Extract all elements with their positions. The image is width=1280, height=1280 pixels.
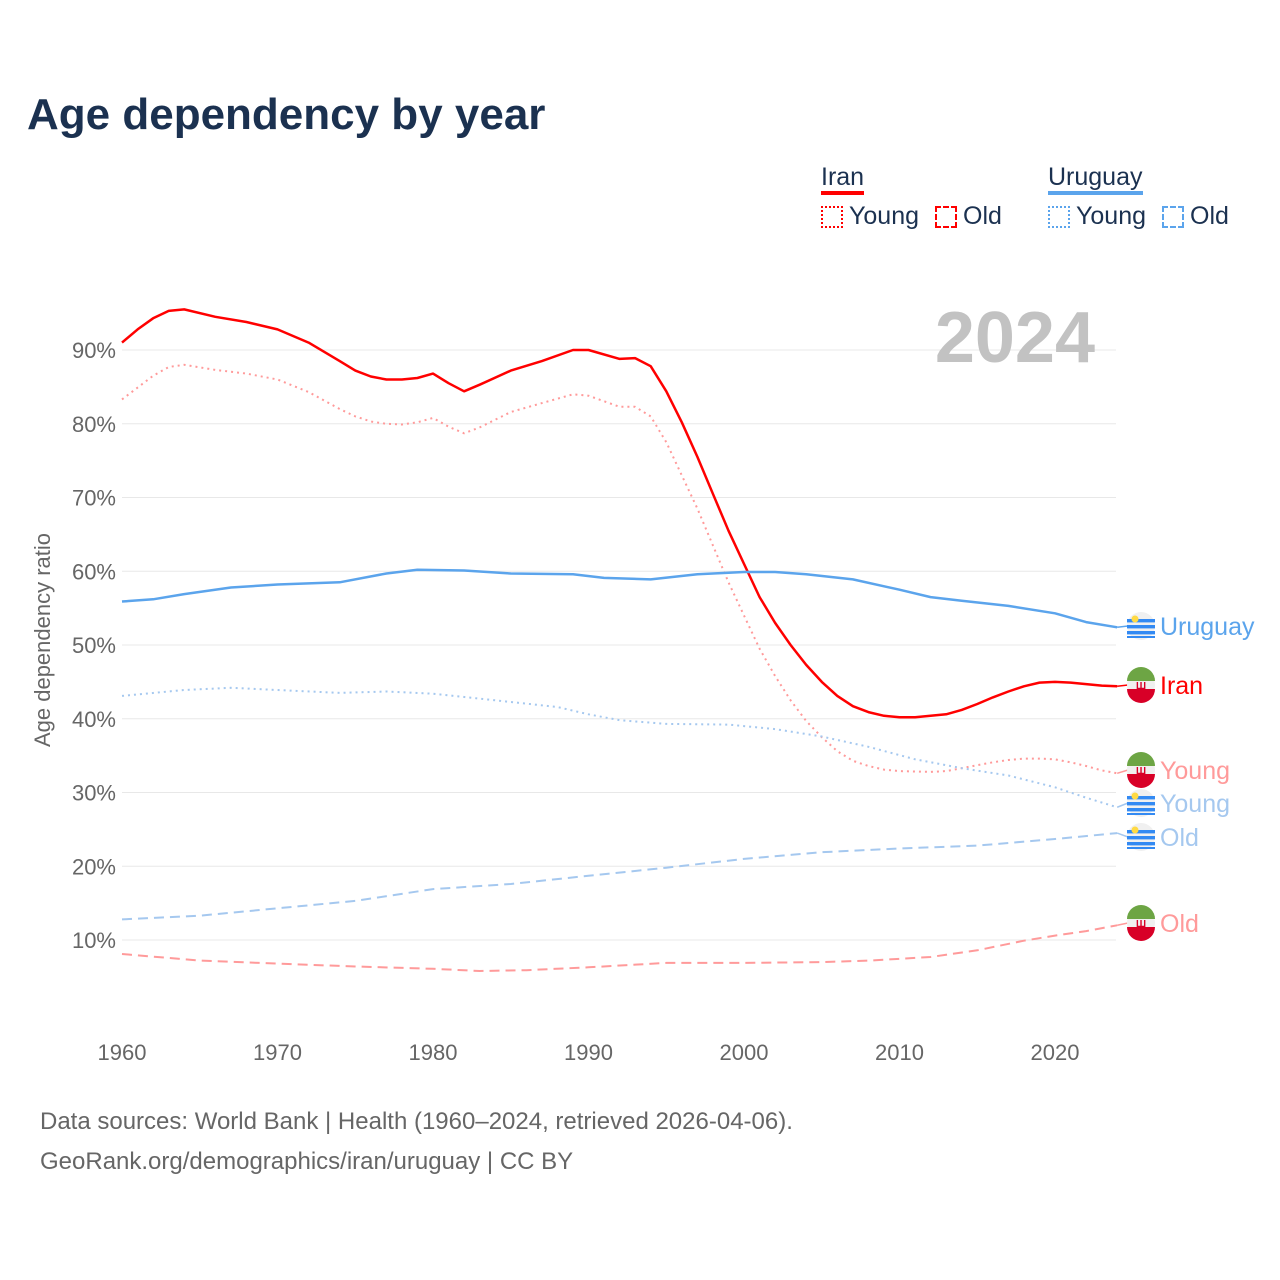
dotted-swatch-icon xyxy=(821,206,843,228)
legend-uruguay-old[interactable]: Old xyxy=(1190,202,1229,230)
flag-green-band xyxy=(1127,752,1155,766)
leader-line xyxy=(1116,769,1129,775)
end-label-iran: Iran xyxy=(1160,672,1203,700)
flag-emblem: Ш xyxy=(1136,681,1146,692)
legend-uruguay-header[interactable]: Uruguay xyxy=(1048,163,1143,195)
end-label-uruguay: Uruguay xyxy=(1160,613,1255,641)
y-tick-label: 40% xyxy=(72,707,116,732)
series-line-iran-young xyxy=(121,363,1118,775)
x-tick-label: 2010 xyxy=(875,1040,924,1065)
flag-red-band xyxy=(1127,689,1155,703)
series-line-iran-old xyxy=(121,924,1118,972)
flag-stripe xyxy=(1127,830,1155,834)
flag-red-band xyxy=(1127,774,1155,788)
flag-stripe xyxy=(1127,802,1155,806)
source-url[interactable]: GeoRank.org/demographics/iran/uruguay | … xyxy=(40,1148,574,1175)
flag-stripe xyxy=(1127,796,1155,800)
dotted-swatch-icon xyxy=(1048,206,1070,228)
end-label-iran-young: Young xyxy=(1160,757,1230,785)
source-text: Data sources: World Bank | Health (1960–… xyxy=(40,1108,793,1135)
year-indicator: 2024 xyxy=(935,298,1095,378)
legend-iran-old[interactable]: Old xyxy=(963,202,1002,230)
series-line-iran xyxy=(121,308,1118,719)
legend-group-uruguay: Uruguay Young Old xyxy=(1048,162,1229,231)
y-tick-label: 60% xyxy=(72,559,116,584)
y-tick-label: 10% xyxy=(72,928,116,953)
series-line-uruguay-young xyxy=(121,686,1118,809)
x-tick-label: 1960 xyxy=(98,1040,147,1065)
y-tick-label: 70% xyxy=(72,486,116,511)
y-tick-label: 50% xyxy=(72,633,116,658)
y-tick-label: 90% xyxy=(72,338,116,363)
leader-line xyxy=(1116,802,1129,808)
flag-green-band xyxy=(1127,667,1155,681)
y-tick-label: 80% xyxy=(72,412,116,437)
end-label-uruguay-young: Young xyxy=(1160,790,1230,818)
x-tick-label: 2000 xyxy=(720,1040,769,1065)
x-tick-label: 1970 xyxy=(253,1040,302,1065)
end-label-uruguay-old: Old xyxy=(1160,824,1199,852)
x-tick-label: 1980 xyxy=(409,1040,458,1065)
flag-emblem: Ш xyxy=(1136,919,1146,930)
legend-iran-header[interactable]: Iran xyxy=(821,163,865,195)
series-line-uruguay xyxy=(121,568,1118,629)
flag-sun xyxy=(1131,826,1139,834)
y-tick-label: 20% xyxy=(72,854,116,879)
flag-sun xyxy=(1131,792,1139,800)
dashed-swatch-icon xyxy=(1162,206,1184,228)
leader-line xyxy=(1117,684,1129,688)
flag-stripe xyxy=(1127,813,1155,815)
end-label-iran-old: Old xyxy=(1160,910,1199,938)
flag-stripe xyxy=(1127,847,1155,849)
chart-title: Age dependency by year xyxy=(27,90,546,139)
flag-stripe xyxy=(1127,836,1155,840)
flag-red-band xyxy=(1127,927,1155,941)
flag-emblem: Ш xyxy=(1136,766,1146,777)
flag-stripe xyxy=(1127,808,1155,812)
flag-stripe xyxy=(1127,842,1155,846)
flag-green-band xyxy=(1127,905,1155,919)
leader-line xyxy=(1117,625,1129,629)
flag-stripe xyxy=(1127,636,1155,638)
x-tick-label: 1990 xyxy=(564,1040,613,1065)
dashed-swatch-icon xyxy=(935,206,957,228)
flag-sun xyxy=(1131,615,1139,623)
legend-uruguay-young[interactable]: Young xyxy=(1076,202,1146,230)
y-axis-label: Age dependency ratio xyxy=(30,533,55,747)
series-line-uruguay-old xyxy=(121,832,1118,921)
y-tick-label: 30% xyxy=(72,781,116,806)
legend-group-iran: Iran Young Old xyxy=(821,162,1002,231)
leader-line xyxy=(1117,922,1129,926)
legend-iran-young[interactable]: Young xyxy=(849,202,919,230)
flag-stripe xyxy=(1127,619,1155,623)
leader-line xyxy=(1116,832,1129,838)
flag-stripe xyxy=(1127,625,1155,629)
x-tick-label: 2020 xyxy=(1031,1040,1080,1065)
flag-stripe xyxy=(1127,631,1155,635)
